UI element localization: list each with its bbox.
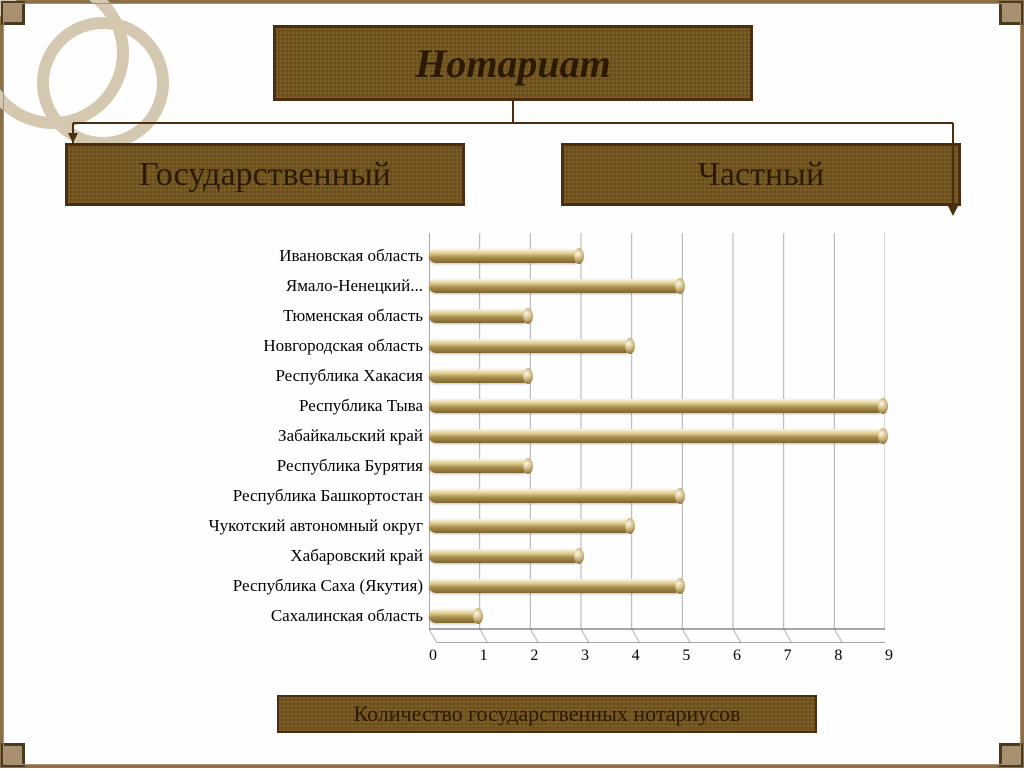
plot-area — [429, 233, 885, 643]
x-tick-label: 7 — [784, 647, 792, 665]
category-label: Республика Тыва — [153, 391, 423, 421]
category-label: Ямало-Ненецкий... — [153, 271, 423, 301]
bar-cap — [878, 398, 888, 414]
category-label: Сахалинская область — [153, 601, 423, 631]
bar — [429, 519, 632, 533]
branch-right-label: Частный — [698, 156, 824, 194]
category-label: Новгородская область — [153, 331, 423, 361]
category-label: Республика Бурятия — [153, 451, 423, 481]
bar-cap — [473, 608, 483, 624]
category-label: Ивановская область — [153, 241, 423, 271]
x-tick-label: 9 — [885, 647, 893, 665]
bar — [429, 549, 581, 563]
branch-left-label: Государственный — [139, 156, 391, 194]
bar — [429, 489, 682, 503]
x-tick-label: 6 — [733, 647, 741, 665]
category-label: Хабаровский край — [153, 541, 423, 571]
bar — [429, 609, 480, 623]
category-label: Тюменская область — [153, 301, 423, 331]
branch-right-box: Частный — [561, 143, 961, 206]
bar-cap — [574, 248, 584, 264]
corner-tr — [999, 1, 1023, 25]
branch-left-box: Государственный — [65, 143, 465, 206]
bar — [429, 249, 581, 263]
caption-box: Количество государственных нотариусов — [277, 695, 817, 733]
y-axis-labels: Ивановская областьЯмало-Ненецкий...Тюмен… — [153, 241, 423, 631]
x-tick-label: 3 — [581, 647, 589, 665]
bar — [429, 309, 530, 323]
category-label: Чукотский автономный округ — [153, 511, 423, 541]
x-tick-label: 5 — [682, 647, 690, 665]
bar — [429, 429, 885, 443]
bar — [429, 279, 682, 293]
x-tick-label: 0 — [429, 647, 437, 665]
title-box: Нотариат — [273, 25, 753, 101]
x-tick-label: 1 — [480, 647, 488, 665]
category-label: Республика Саха (Якутия) — [153, 571, 423, 601]
category-label: Республика Хакасия — [153, 361, 423, 391]
bar — [429, 339, 632, 353]
bar — [429, 369, 530, 383]
x-axis-ticks: 0123456789 — [429, 647, 885, 671]
corner-bl — [1, 743, 25, 767]
bar-cap — [625, 338, 635, 354]
category-label: Республика Башкортостан — [153, 481, 423, 511]
bar-cap — [625, 518, 635, 534]
bar — [429, 399, 885, 413]
category-label: Забайкальский край — [153, 421, 423, 451]
caption-text: Количество государственных нотариусов — [354, 701, 741, 727]
corner-tl — [1, 1, 25, 25]
bar — [429, 459, 530, 473]
bar-cap — [574, 548, 584, 564]
bar-chart: Ивановская областьЯмало-Ненецкий...Тюмен… — [153, 233, 893, 673]
x-tick-label: 4 — [632, 647, 640, 665]
corner-br — [999, 743, 1023, 767]
x-tick-label: 2 — [530, 647, 538, 665]
bar-cap — [878, 428, 888, 444]
title-text: Нотариат — [415, 40, 611, 87]
bar — [429, 579, 682, 593]
x-tick-label: 8 — [834, 647, 842, 665]
